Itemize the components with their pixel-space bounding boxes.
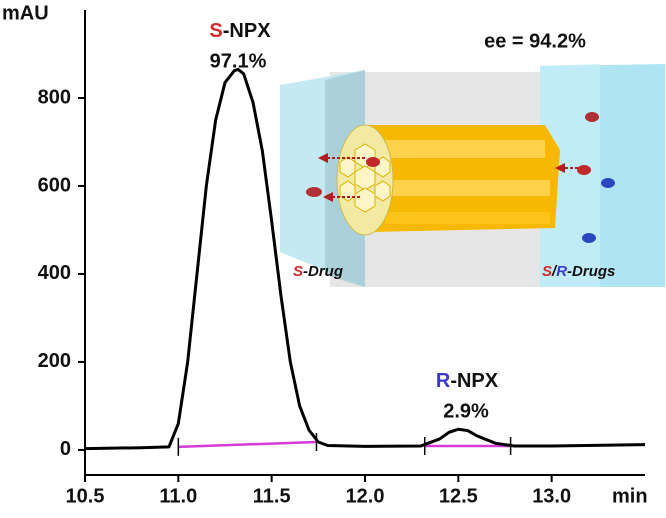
x-tick-label: 11.5 (253, 485, 291, 507)
r-letter: R (436, 370, 451, 392)
label-rest: -Drugs (567, 263, 615, 280)
r-peak-label: R-NPX (436, 370, 499, 392)
s-letter: S (209, 20, 222, 42)
x-tick-label: 10.5 (66, 485, 105, 507)
x-tick-label: 12.0 (346, 485, 385, 507)
y-tick-label: 200 (38, 350, 71, 372)
label-r: R (556, 263, 567, 280)
y-tick-label: 400 (38, 262, 71, 284)
label-s: S (542, 263, 552, 280)
s-rest: -NPX (223, 20, 271, 42)
label-s: S (293, 263, 303, 280)
y-tick-label: 800 (38, 86, 71, 108)
s-peak-label: S-NPX (209, 20, 271, 42)
r-peak-percent: 2.9% (443, 400, 489, 422)
inset-right-label: S/R-Drugs (542, 263, 615, 280)
x-tick-label: 13.0 (532, 485, 571, 507)
x-tick-label: 12.5 (439, 485, 478, 507)
label-rest: -Drug (303, 263, 343, 280)
y-tick-label: 600 (38, 174, 71, 196)
x-axis-label: min (612, 485, 648, 507)
ee-label: ee = 94.2% (484, 30, 586, 52)
x-tick-label: 11.0 (159, 485, 197, 507)
s-peak-percent: 97.1% (210, 50, 267, 72)
r-rest: -NPX (450, 370, 498, 392)
y-axis-label: mAU (2, 2, 49, 24)
label-slash: / (551, 263, 558, 280)
inset-left-label: S-Drug (293, 263, 343, 280)
integration-baseline (178, 440, 317, 449)
chromatogram-line (84, 67, 646, 451)
inset-illustration: S-Drug S/R-Drugs (280, 64, 665, 287)
y-tick-label: 0 (60, 438, 71, 460)
